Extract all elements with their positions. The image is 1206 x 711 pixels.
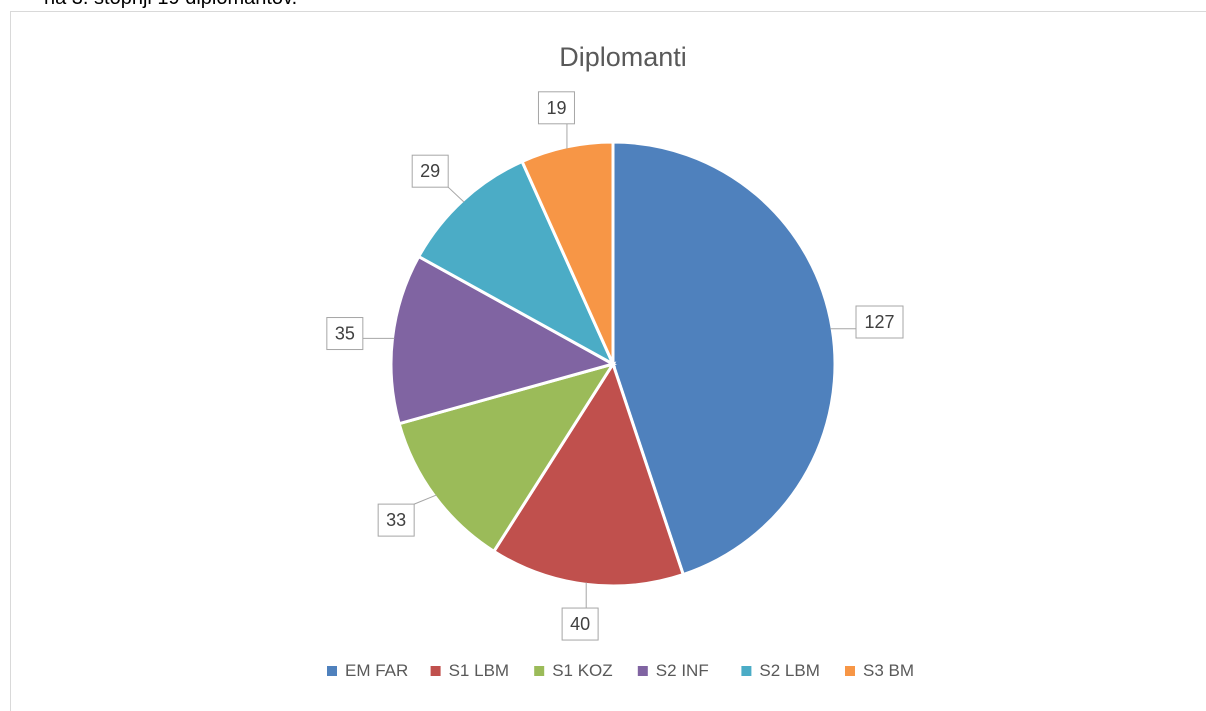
data-label-value: 40: [570, 614, 590, 634]
data-label-box: [537, 91, 575, 125]
data-label-leader-line: [413, 494, 437, 505]
pie-slices: [389, 140, 837, 588]
data-label-em-far: 127: [830, 305, 904, 339]
legend-label: S1 KOZ: [552, 661, 612, 680]
data-label-leader-line: [447, 186, 465, 203]
legend-swatch: [327, 666, 337, 676]
legend: EM FAR S1 LBM S1 KOZ S2 INF S2 LBM S3 BM: [327, 661, 914, 680]
data-label-box: [561, 607, 599, 641]
legend-item-s2-lbm: S2 LBM: [741, 661, 820, 680]
data-label-value: 35: [335, 324, 355, 344]
data-label-value: 127: [864, 312, 894, 332]
legend-swatch: [534, 666, 545, 676]
data-label-box: [326, 317, 364, 351]
legend-swatch: [637, 666, 648, 676]
data-label-s2-inf: 35: [326, 317, 395, 351]
legend-label: S3 BM: [863, 661, 914, 680]
legend-item-s2-inf: S2 INF: [637, 661, 709, 680]
data-label-value: 29: [420, 161, 440, 181]
data-label-s1-lbm: 40: [561, 582, 599, 641]
legend-item-s1-koz: S1 KOZ: [534, 661, 613, 680]
legend-label: EM FAR: [345, 661, 408, 680]
legend-swatch: [845, 666, 855, 676]
data-label-box: [855, 305, 904, 339]
legend-swatch: [741, 666, 752, 676]
data-label-box: [411, 154, 449, 188]
legend-label: S2 LBM: [759, 661, 819, 680]
legend-label: S2 INF: [656, 661, 709, 680]
legend-item-em-far: EM FAR: [327, 661, 408, 680]
data-labels: 127 40 33 35 29 19: [326, 91, 904, 641]
legend-swatch: [430, 666, 441, 676]
data-label-box: [377, 503, 415, 537]
data-label-s2-lbm: 29: [411, 154, 465, 203]
data-label-value: 19: [546, 98, 566, 118]
chart-title: Diplomanti: [559, 42, 687, 72]
data-label-s3-bm: 19: [537, 91, 575, 149]
legend-item-s1-lbm: S1 LBM: [430, 661, 509, 680]
data-label-value: 33: [386, 510, 406, 530]
data-label-s1-koz: 33: [377, 494, 437, 537]
chart-frame: [10, 11, 1206, 711]
legend-label: S1 LBM: [449, 661, 509, 680]
legend-item-s3-bm: S3 BM: [845, 661, 914, 680]
document-text-line: na 3. stopnji 19 diplomantov.: [44, 0, 297, 10]
